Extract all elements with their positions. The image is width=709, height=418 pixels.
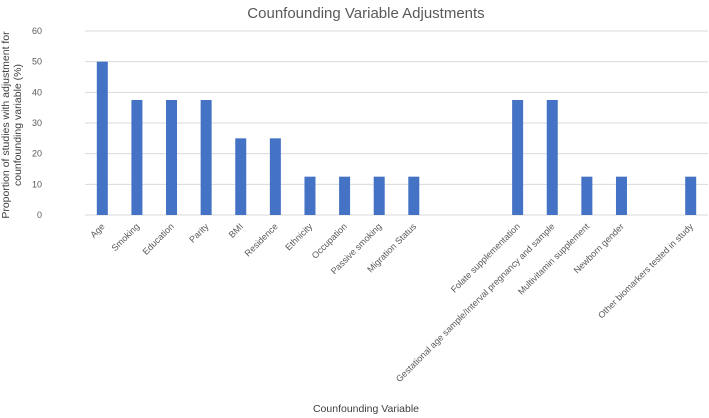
bar (685, 176, 697, 215)
x-axis-label: Counfounding Variable (313, 403, 419, 415)
bars (96, 61, 697, 215)
y-axis-label-line: counfounding variable (%) (12, 64, 24, 186)
bar (200, 100, 212, 215)
bar (546, 100, 558, 215)
bar (339, 176, 351, 215)
y-axis-label-line: Proportion of studies with adjustment fo… (0, 31, 12, 219)
y-tick-label: 40 (32, 87, 42, 97)
y-tick-label: 50 (32, 57, 42, 67)
y-axis-ticks: 0 10 20 30 40 50 60 (32, 26, 42, 220)
bar (408, 176, 420, 215)
bar (512, 100, 524, 215)
bar (269, 138, 281, 215)
x-category-label: Folate supplementation (449, 221, 522, 294)
x-category-label: Residence (243, 221, 280, 258)
y-tick-label: 0 (37, 210, 42, 220)
bar (235, 138, 247, 215)
y-tick-label: 30 (32, 118, 42, 128)
x-category-label: BMI (227, 221, 245, 239)
bar (96, 61, 108, 215)
y-tick-label: 10 (32, 179, 42, 189)
bar (166, 100, 178, 215)
x-category-label: Age (88, 221, 106, 239)
x-category-label: Ethnicity (283, 221, 314, 252)
chart-title: Counfounding Variable Adjustments (247, 5, 484, 22)
y-tick-label: 20 (32, 149, 42, 159)
bar (373, 176, 385, 215)
x-category-label: Gestational age sample/Interval pregnanc… (394, 221, 557, 384)
bar (304, 176, 316, 215)
bar (131, 100, 143, 215)
x-category-label: Parity (187, 221, 211, 245)
bar (581, 176, 593, 215)
y-tick-label: 60 (32, 26, 42, 36)
y-axis-label: Proportion of studies with adjustment fo… (0, 31, 24, 219)
x-category-label: Education (141, 221, 176, 256)
x-category-label: Smoking (110, 221, 142, 253)
gridlines (85, 30, 708, 216)
bar (615, 176, 627, 215)
